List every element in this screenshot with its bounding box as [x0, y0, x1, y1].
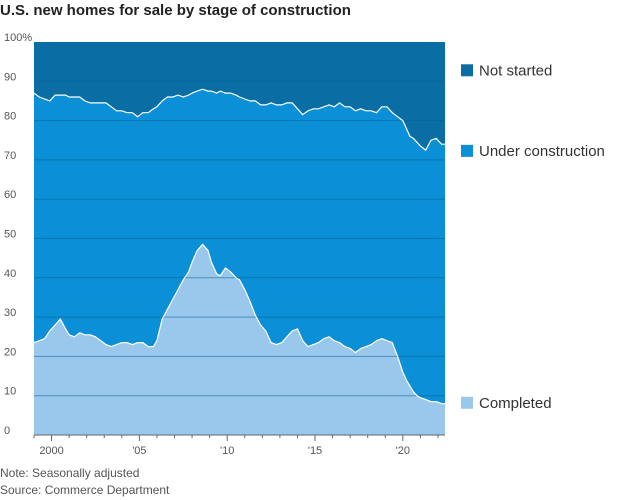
y-tick-label: 40: [4, 268, 16, 280]
x-tick-label: '10: [220, 445, 234, 457]
y-axis: 100% 90 80 70 60 50 40 30 20 10 0: [4, 32, 32, 437]
x-tick-label: 2000: [39, 445, 63, 457]
footer-source: Source: Commerce Department: [0, 483, 170, 497]
legend-label: Under construction: [479, 143, 605, 160]
x-tick-label: '20: [396, 445, 410, 457]
legend-label: Not started: [479, 62, 552, 79]
area-completed: [34, 244, 445, 435]
legend-swatch: [461, 144, 473, 157]
x-tick-label: '15: [308, 445, 322, 457]
y-tick-label: 60: [4, 189, 16, 201]
legend-swatch: [461, 396, 473, 409]
x-tick-label: '05: [132, 445, 146, 457]
boundary-line-completed: [33, 243, 445, 405]
chart-title: U.S. new homes for sale by stage of cons…: [0, 2, 351, 19]
y-tick-label: 50: [4, 229, 16, 241]
y-tick-label: 90: [4, 71, 16, 83]
y-tick-label: 0: [4, 425, 10, 437]
x-axis: 2000 '05 '10 '15 '20: [33, 435, 439, 457]
y-tick-label: 70: [4, 150, 16, 162]
y-tick-label: 30: [4, 307, 16, 319]
y-tick-label: 80: [4, 111, 16, 123]
legend-swatch: [461, 64, 473, 77]
legend: Not started Under construction Completed: [461, 62, 605, 412]
chart-svg: 100% 90 80 70 60 50 40 30 20 10 0 2000 '05 '10 '15 '20…: [4, 32, 605, 457]
footer: Note: Seasonally adjusted Source: Commer…: [0, 465, 169, 499]
plot-area: [33, 42, 445, 436]
legend-label: Completed: [479, 395, 552, 412]
boundary-line-under-construction: [33, 88, 445, 152]
y-tick-label: 100%: [4, 32, 32, 44]
y-tick-label: 20: [4, 346, 16, 358]
y-tick-label: 10: [4, 386, 16, 398]
footer-note: Note: Seasonally adjusted: [0, 466, 140, 480]
